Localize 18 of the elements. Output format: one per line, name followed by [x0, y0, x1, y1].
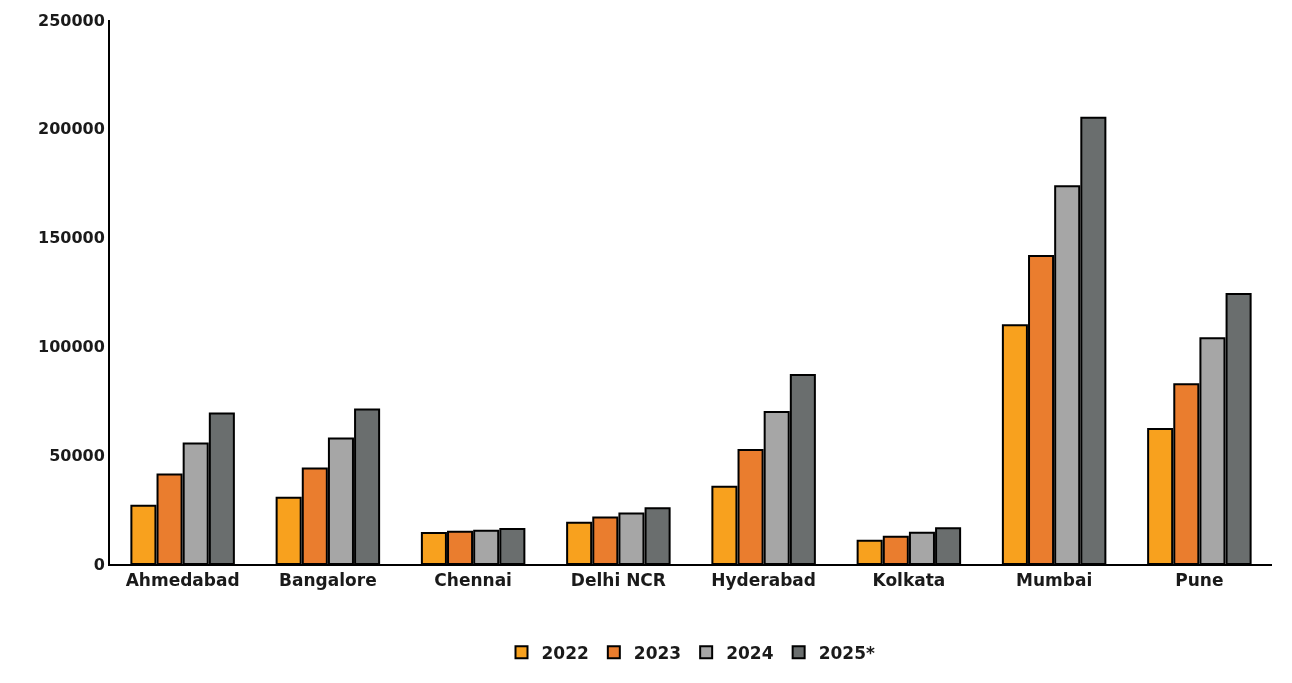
- x-tick-label: Kolkata: [872, 570, 946, 591]
- x-tick-label: Mumbai: [1016, 570, 1093, 591]
- y-tick-label: 0: [93, 554, 105, 574]
- legend-label: 2023: [633, 642, 682, 663]
- x-tick-label: Delhi NCR: [570, 570, 666, 591]
- legend-label: 2024: [726, 642, 774, 663]
- y-tick-label: 150000: [38, 228, 105, 248]
- y-tick-label: 250000: [38, 10, 105, 30]
- x-tick-label: Ahmedabad: [125, 570, 240, 591]
- y-tick-label: 200000: [38, 119, 105, 139]
- legend-label: 2022: [541, 642, 589, 663]
- x-tick-label: Pune: [1175, 570, 1224, 591]
- x-tick-label: Hyderabad: [711, 570, 816, 591]
- x-tick-label: Chennai: [434, 570, 512, 591]
- y-tick-label: 50000: [49, 445, 105, 465]
- x-tick-label: Bangalore: [279, 570, 377, 591]
- legend-label: 2025*: [818, 642, 875, 663]
- y-tick-label: 100000: [38, 337, 105, 356]
